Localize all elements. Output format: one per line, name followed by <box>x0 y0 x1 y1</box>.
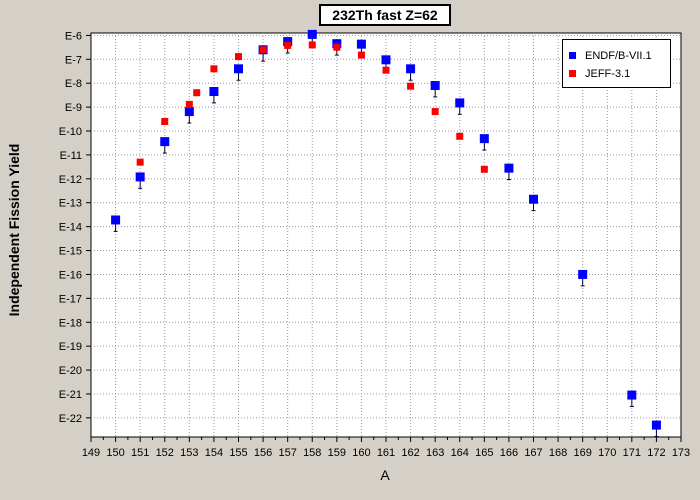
y-tick-label: E-17 <box>59 293 82 305</box>
data-point-endf <box>381 55 391 65</box>
y-tick-label: E-7 <box>65 54 82 66</box>
x-tick-label: 149 <box>82 447 100 459</box>
x-tick-label: 157 <box>278 447 296 459</box>
y-tick-label: E-12 <box>59 174 82 186</box>
y-axis-label: Independent Fission Yield <box>6 143 22 317</box>
y-tick-label: E-6 <box>65 30 82 42</box>
legend-label-endf: ENDF/B-VII.1 <box>585 50 652 62</box>
x-tick-label: 173 <box>672 447 690 459</box>
y-tick-label: E-19 <box>59 341 82 353</box>
y-tick-label: E-21 <box>59 389 82 401</box>
x-axis-label: A <box>380 467 390 483</box>
x-tick-label: 156 <box>254 447 272 459</box>
data-point-jeff <box>210 65 218 73</box>
data-point-endf <box>406 64 416 74</box>
data-point-endf <box>455 98 465 108</box>
x-tick-label: 170 <box>598 447 616 459</box>
data-point-endf <box>356 39 366 49</box>
data-point-endf <box>529 194 538 204</box>
data-point-endf <box>160 137 170 147</box>
y-tick-label: E-9 <box>65 102 82 114</box>
x-tick-label: 171 <box>623 447 641 459</box>
legend-item-jeff: JEFF-3.1 <box>569 68 630 80</box>
data-point-jeff <box>193 89 201 97</box>
data-point-endf <box>307 29 317 39</box>
x-tick-label: 153 <box>180 447 198 459</box>
y-tick-label: E-15 <box>59 246 82 258</box>
y-tick-label: E-14 <box>59 222 82 234</box>
data-point-jeff <box>333 43 341 51</box>
x-tick-label: 164 <box>451 447 469 459</box>
x-tick-label: 161 <box>377 447 395 459</box>
data-point-endf <box>283 37 293 47</box>
axis-ticks: 149 150 151 152 153 154 155 156 157 158 159 160 161 1… <box>59 30 690 459</box>
legend-swatch-jeff <box>569 70 576 77</box>
data-point-jeff <box>259 46 267 54</box>
x-tick-label: 172 <box>647 447 665 459</box>
x-tick-label: 159 <box>328 447 346 459</box>
y-tick-label: E-20 <box>59 365 82 377</box>
data-point-endf <box>479 134 489 144</box>
x-tick-label: 150 <box>106 447 124 459</box>
data-point-jeff <box>480 165 488 173</box>
y-tick-label: E-16 <box>59 269 82 281</box>
data-point-jeff <box>357 51 365 59</box>
x-tick-label: 167 <box>524 447 542 459</box>
data-point-endf <box>209 86 219 96</box>
data-point-endf <box>135 172 145 182</box>
data-point-jeff <box>235 53 242 61</box>
data-point-jeff <box>431 108 439 116</box>
x-tick-label: 169 <box>573 447 591 459</box>
data-point-jeff <box>284 41 292 49</box>
data-point-jeff <box>161 117 169 125</box>
data-point-endf <box>184 107 194 117</box>
x-tick-label: 163 <box>426 447 444 459</box>
data-point-endf <box>332 39 342 49</box>
legend: ENDF/B-VII.1 JEFF-3.1 <box>562 39 671 88</box>
data-point-jeff <box>136 158 144 166</box>
data-point-endf <box>651 420 661 430</box>
legend-item-endf: ENDF/B-VII.1 <box>569 50 652 62</box>
x-tick-label: 160 <box>352 447 370 459</box>
x-tick-label: 155 <box>229 447 247 459</box>
data-point-endf <box>578 269 588 279</box>
x-tick-label: 158 <box>303 447 321 459</box>
x-tick-label: 152 <box>156 447 174 459</box>
y-tick-label: E-22 <box>59 413 82 425</box>
data-point-jeff <box>407 82 415 90</box>
x-tick-label: 165 <box>475 447 493 459</box>
data-point-jeff <box>185 100 193 108</box>
legend-swatch-endf <box>569 52 576 59</box>
legend-label-jeff: JEFF-3.1 <box>585 68 631 80</box>
x-tick-label: 168 <box>549 447 567 459</box>
x-tick-label: 162 <box>401 447 419 459</box>
chart-title: 232Th fast Z=62 <box>319 4 451 26</box>
x-tick-label: 151 <box>131 447 149 459</box>
y-tick-label: E-8 <box>65 78 82 90</box>
data-series <box>111 29 661 437</box>
y-tick-label: E-10 <box>59 126 82 138</box>
data-point-endf <box>111 215 121 225</box>
x-tick-label: 166 <box>500 447 518 459</box>
data-point-jeff <box>456 132 464 140</box>
y-tick-label: E-13 <box>59 198 82 210</box>
data-point-jeff <box>382 66 390 74</box>
data-point-endf <box>234 64 243 74</box>
grid-lines <box>91 33 681 437</box>
y-tick-label: E-11 <box>60 150 82 162</box>
data-point-endf <box>627 390 637 400</box>
data-point-jeff <box>308 41 316 49</box>
y-tick-label: E-18 <box>59 317 82 329</box>
x-tick-label: 154 <box>205 447 223 459</box>
data-point-endf <box>430 81 440 91</box>
data-point-endf <box>504 163 514 173</box>
